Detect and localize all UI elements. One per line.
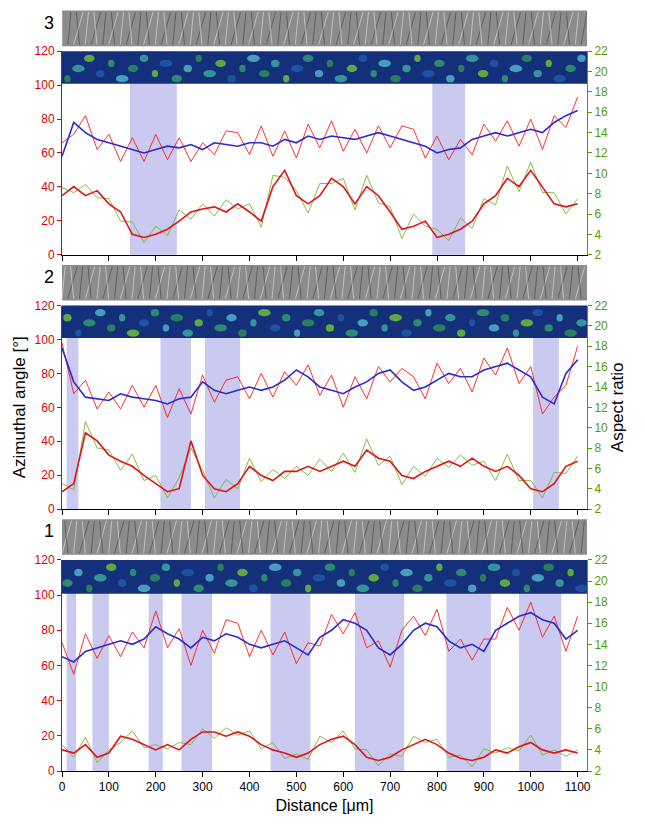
- svg-text:Aspect ratio: Aspect ratio: [608, 362, 627, 452]
- svg-text:100: 100: [99, 780, 119, 794]
- svg-text:8: 8: [594, 701, 601, 715]
- svg-text:120: 120: [35, 553, 55, 567]
- svg-text:Distance [μm]: Distance [μm]: [275, 797, 373, 814]
- svg-text:1000: 1000: [517, 780, 544, 794]
- svg-text:80: 80: [41, 623, 55, 637]
- svg-text:14: 14: [594, 638, 608, 652]
- svg-text:800: 800: [427, 780, 447, 794]
- svg-text:6: 6: [594, 462, 601, 476]
- svg-text:4: 4: [594, 482, 601, 496]
- svg-text:2: 2: [594, 764, 601, 778]
- svg-text:20: 20: [594, 574, 608, 588]
- svg-text:60: 60: [41, 659, 55, 673]
- svg-text:22: 22: [594, 553, 608, 567]
- svg-text:18: 18: [594, 85, 608, 99]
- svg-text:4: 4: [594, 228, 601, 242]
- svg-text:20: 20: [41, 729, 55, 743]
- svg-text:6: 6: [594, 722, 601, 736]
- svg-text:900: 900: [474, 780, 494, 794]
- svg-text:2: 2: [594, 248, 601, 262]
- svg-text:120: 120: [35, 44, 55, 58]
- svg-text:12: 12: [594, 401, 608, 415]
- svg-text:120: 120: [35, 299, 55, 313]
- svg-text:100: 100: [35, 333, 55, 347]
- svg-text:1: 1: [44, 521, 54, 541]
- svg-text:40: 40: [41, 434, 55, 448]
- svg-text:0: 0: [59, 780, 66, 794]
- svg-text:22: 22: [594, 299, 608, 313]
- svg-text:3: 3: [44, 13, 54, 33]
- svg-text:300: 300: [193, 780, 213, 794]
- svg-text:80: 80: [41, 112, 55, 126]
- svg-text:8: 8: [594, 441, 601, 455]
- svg-text:12: 12: [594, 659, 608, 673]
- svg-text:8: 8: [594, 187, 601, 201]
- svg-text:2: 2: [44, 267, 54, 287]
- svg-text:10: 10: [594, 421, 608, 435]
- svg-text:40: 40: [41, 694, 55, 708]
- svg-text:60: 60: [41, 401, 55, 415]
- svg-text:200: 200: [146, 780, 166, 794]
- svg-text:22: 22: [594, 44, 608, 58]
- svg-text:16: 16: [594, 360, 608, 374]
- svg-text:40: 40: [41, 180, 55, 194]
- svg-text:Azimuthal angle [°]: Azimuthal angle [°]: [10, 336, 29, 478]
- svg-text:20: 20: [41, 468, 55, 482]
- svg-text:18: 18: [594, 595, 608, 609]
- svg-text:14: 14: [594, 126, 608, 140]
- svg-text:60: 60: [41, 146, 55, 160]
- svg-text:600: 600: [333, 780, 353, 794]
- svg-text:20: 20: [594, 65, 608, 79]
- svg-text:20: 20: [594, 319, 608, 333]
- svg-text:16: 16: [594, 616, 608, 630]
- svg-text:1100: 1100: [565, 780, 591, 794]
- svg-text:14: 14: [594, 380, 608, 394]
- svg-text:0: 0: [48, 502, 55, 516]
- svg-text:20: 20: [41, 214, 55, 228]
- svg-text:2: 2: [594, 502, 601, 516]
- svg-text:6: 6: [594, 207, 601, 221]
- svg-text:80: 80: [41, 367, 55, 381]
- svg-text:100: 100: [35, 78, 55, 92]
- svg-text:10: 10: [594, 167, 608, 181]
- svg-text:100: 100: [35, 588, 55, 602]
- svg-text:700: 700: [380, 780, 400, 794]
- svg-text:500: 500: [286, 780, 306, 794]
- svg-text:16: 16: [594, 105, 608, 119]
- svg-text:400: 400: [239, 780, 259, 794]
- svg-text:0: 0: [48, 764, 55, 778]
- svg-text:4: 4: [594, 743, 601, 757]
- svg-text:10: 10: [594, 680, 608, 694]
- svg-text:18: 18: [594, 339, 608, 353]
- svg-text:0: 0: [48, 248, 55, 262]
- svg-text:12: 12: [594, 146, 608, 160]
